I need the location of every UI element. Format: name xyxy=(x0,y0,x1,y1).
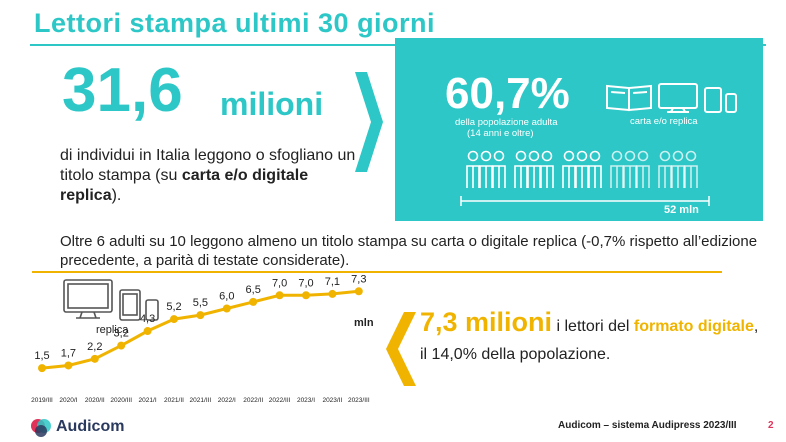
devices-white-icon xyxy=(606,83,737,113)
data-point xyxy=(143,327,152,336)
highlight-number: 7,3 milioni xyxy=(420,307,553,337)
scale-label: 52 mln xyxy=(664,204,699,216)
x-tick-label: 2020/II xyxy=(85,397,105,404)
footer-source: Audicom – sistema Audipress 2023/III xyxy=(558,420,737,431)
footer-logo-text: Audicom xyxy=(56,418,125,435)
data-label: 7,0 xyxy=(298,277,313,289)
x-tick-label: 2020/I xyxy=(59,397,77,404)
headline-desc-bold: carta e/o digitale replica xyxy=(60,167,309,204)
headline-unit: milioni xyxy=(220,86,324,122)
replica-label: replica xyxy=(96,324,129,336)
summary-note: Oltre 6 adulti su 10 leggono almeno un t… xyxy=(60,233,758,269)
chevron-right-icon xyxy=(355,72,383,172)
data-label: 6,5 xyxy=(246,284,261,296)
data-point xyxy=(275,291,284,300)
audicom-logo-icon xyxy=(31,419,51,437)
population-panel xyxy=(395,38,763,221)
data-label: 7,3 xyxy=(351,273,366,285)
data-point xyxy=(38,364,46,373)
digital-highlight: 7,3 milioni i lettori del formato digita… xyxy=(420,308,760,369)
data-label: 6,0 xyxy=(219,291,234,303)
panel-subtitle: della popolazione adulta (14 anni e oltre… xyxy=(455,117,557,139)
people-icon xyxy=(658,150,698,188)
monitor-icon xyxy=(63,279,113,319)
page-title: Lettori stampa ultimi 30 giorni xyxy=(34,8,436,38)
data-label: 2,2 xyxy=(87,341,102,353)
phone-icon xyxy=(145,299,159,321)
x-tick-label: 2022/III xyxy=(269,397,291,404)
data-point xyxy=(170,315,178,324)
x-tick-label: 2023/II xyxy=(322,397,342,404)
people-icon xyxy=(514,150,554,188)
tablet-icon xyxy=(704,87,722,113)
tablet-icon xyxy=(119,289,141,321)
page-number: 2 xyxy=(768,420,774,431)
data-point xyxy=(302,291,310,300)
panel-percent: 60,7% xyxy=(445,69,570,118)
x-tick-label: 2021/II xyxy=(164,397,184,404)
highlight-gold: formato digitale xyxy=(633,318,754,335)
data-point xyxy=(196,311,205,320)
data-point xyxy=(354,287,363,296)
panel-carta-label: carta e/o replica xyxy=(630,116,698,127)
data-label: 3,2 xyxy=(114,328,129,340)
data-point xyxy=(117,341,126,350)
data-label: 4,3 xyxy=(140,313,155,325)
devices-icon xyxy=(63,279,159,321)
x-tick-label: 2021/III xyxy=(190,397,212,404)
people-icon-row xyxy=(466,150,698,188)
chevron-left-icon xyxy=(386,312,416,386)
panel-subtitle-line2: (14 anni e oltre) xyxy=(467,128,534,139)
digital-readers-chart: 1,5 2019/III 1,7 2020/I 2,2 2020/II 3,2 2020/II… xyxy=(31,273,370,404)
data-label: 1,7 xyxy=(61,347,76,359)
x-tick-label: 2023/I xyxy=(297,397,315,404)
book-icon xyxy=(606,84,652,112)
headline-desc-part1: di individui in Italia leggono o sfoglia… xyxy=(60,147,356,184)
x-tick-label: 2019/III xyxy=(31,397,53,404)
headline-desc-part2: ). xyxy=(111,187,122,204)
x-tick-label: 2022/I xyxy=(218,397,236,404)
data-label: 7,0 xyxy=(272,277,287,289)
population-scale-line xyxy=(460,196,710,206)
x-tick-label: 2023/III xyxy=(348,397,370,404)
note-divider xyxy=(32,271,722,273)
panel-subtitle-line1: della popolazione adulta xyxy=(455,117,558,128)
highlight-text1: i lettori del xyxy=(552,318,634,335)
headline-description: di individui in Italia leggono o sfoglia… xyxy=(60,146,360,206)
data-point xyxy=(90,354,99,363)
chart-unit-label: mln xyxy=(354,317,374,329)
headline-number: 31,6 xyxy=(62,56,183,125)
x-tick-label: 2022/II xyxy=(243,397,263,404)
x-tick-label: 2020/III xyxy=(110,397,132,404)
data-point xyxy=(328,289,337,298)
data-point xyxy=(249,297,258,306)
phone-icon xyxy=(725,93,737,113)
data-label: 5,5 xyxy=(193,297,208,309)
data-point xyxy=(222,304,231,313)
people-icon xyxy=(562,150,602,188)
monitor-icon xyxy=(658,83,698,113)
highlight-text2: , il 14,0% della popolazione. xyxy=(420,318,759,363)
people-icon xyxy=(610,150,650,188)
data-label: 7,1 xyxy=(325,276,340,288)
data-label: 5,2 xyxy=(166,301,181,313)
data-point xyxy=(64,361,73,370)
data-label: 1,5 xyxy=(34,350,49,362)
people-icon xyxy=(466,150,506,188)
x-tick-label: 2021/I xyxy=(139,397,157,404)
